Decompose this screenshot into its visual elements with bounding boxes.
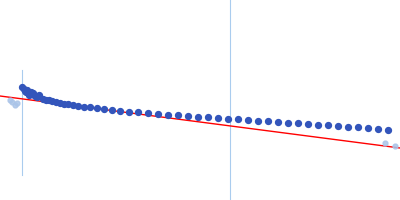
Point bbox=[155, 112, 161, 116]
Point bbox=[32, 94, 38, 98]
Point bbox=[49, 99, 55, 103]
Point bbox=[70, 103, 76, 107]
Point bbox=[235, 117, 241, 121]
Point bbox=[36, 93, 42, 97]
Point bbox=[305, 122, 311, 126]
Point bbox=[295, 121, 301, 125]
Point bbox=[94, 106, 100, 110]
Point bbox=[205, 115, 211, 119]
Point bbox=[185, 114, 191, 118]
Point bbox=[355, 125, 361, 129]
Point bbox=[245, 118, 251, 122]
Point bbox=[265, 119, 271, 123]
Point bbox=[22, 89, 28, 93]
Point bbox=[215, 116, 221, 120]
Point bbox=[365, 126, 371, 130]
Point bbox=[175, 113, 181, 117]
Point bbox=[46, 98, 52, 102]
Point bbox=[325, 123, 331, 127]
Point bbox=[34, 95, 40, 99]
Point bbox=[195, 115, 201, 119]
Point bbox=[19, 85, 25, 89]
Point bbox=[225, 117, 231, 121]
Point bbox=[25, 91, 31, 95]
Point bbox=[101, 107, 107, 111]
Point bbox=[28, 90, 34, 94]
Point bbox=[117, 109, 123, 113]
Point bbox=[75, 104, 81, 108]
Point bbox=[53, 100, 59, 104]
Point bbox=[40, 97, 46, 101]
Point bbox=[61, 102, 67, 106]
Point bbox=[43, 98, 49, 102]
Point bbox=[285, 121, 291, 125]
Point bbox=[81, 105, 87, 109]
Point bbox=[29, 92, 35, 96]
Point bbox=[57, 101, 63, 105]
Point bbox=[21, 87, 27, 91]
Point bbox=[135, 110, 141, 114]
Point bbox=[275, 120, 281, 124]
Point bbox=[145, 111, 151, 115]
Point bbox=[26, 93, 32, 97]
Point bbox=[165, 113, 171, 117]
Point bbox=[126, 110, 132, 114]
Point bbox=[109, 108, 115, 112]
Point bbox=[30, 91, 36, 95]
Point bbox=[345, 125, 351, 129]
Point bbox=[23, 90, 29, 94]
Point bbox=[24, 88, 30, 92]
Point bbox=[315, 123, 321, 127]
Point bbox=[375, 127, 381, 131]
Point bbox=[385, 128, 391, 132]
Point bbox=[87, 105, 93, 109]
Point bbox=[335, 124, 341, 128]
Point bbox=[65, 102, 71, 106]
Point bbox=[255, 119, 261, 123]
